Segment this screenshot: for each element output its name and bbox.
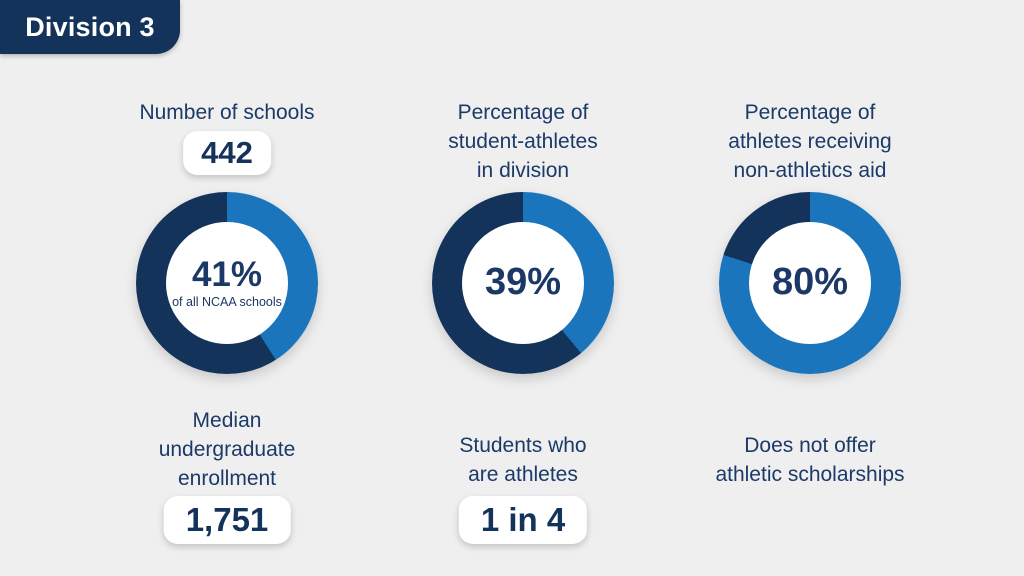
column-student-athletes: Percentage of student-athletes in divisi… [373,0,673,576]
donut-center-value: 80% [771,261,849,304]
stat-title-non-athletics-aid: Percentage of athletes receiving non-ath… [728,101,892,182]
donut-center-value: 39% [484,261,562,304]
division-banner-title: Division 3 [25,11,155,42]
stat-title-median-enrollment: Median undergraduate enrollment [158,409,296,490]
stat-title-student-athletes: Percentage of student-athletes in divisi… [448,101,598,182]
stat-badge-number-of-schools: 442 [183,131,271,175]
donut-center: 41% of all NCAA schools [166,222,288,344]
donut-chart-student-athletes: 39% [432,192,614,374]
donut-chart-ncaa-share: 41% of all NCAA schools [136,192,318,374]
donut-center-caption: of all NCAA schools [172,295,282,310]
column-number-of-schools: Number of schools 442 41% of all NCAA sc… [77,0,377,576]
stat-badge-median-enrollment: 1,751 [163,496,291,544]
donut-center: 80% [749,222,871,344]
stat-badge-students-ratio: 1 in 4 [458,496,588,544]
column-non-athletics-aid: Percentage of athletes receiving non-ath… [660,0,960,576]
donut-center-value: 41% [191,254,263,294]
stat-badge-value: 1 in 4 [480,501,566,538]
stat-title-students-who-are-athletes: Students who are athletes [459,434,587,486]
donut-chart-non-athletics-aid: 80% [719,192,901,374]
division-banner: Division 3 [0,0,180,54]
stat-badge-value: 442 [201,135,253,170]
stat-title-no-athletic-scholarships: Does not offer athletic scholarships [715,434,905,486]
stat-badge-value: 1,751 [185,501,269,538]
donut-center: 39% [462,222,584,344]
stat-title-number-of-schools: Number of schools [139,101,315,124]
